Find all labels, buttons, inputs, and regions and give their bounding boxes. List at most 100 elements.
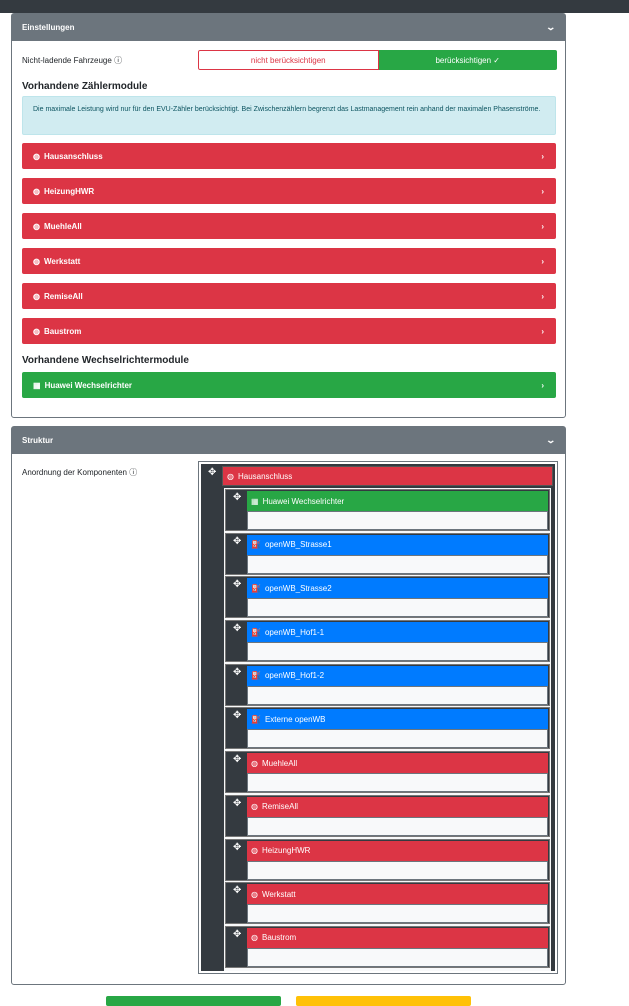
node-header[interactable]: ◍ RemiseAll xyxy=(247,796,548,817)
node-label: openWB_Strasse2 xyxy=(264,583,332,593)
non-charging-label: Nicht-ladende Fahrzeuge ⓘ xyxy=(22,55,122,66)
node-header[interactable]: ◍ MuehleAll xyxy=(247,753,548,774)
gauge-icon: ◍ xyxy=(33,291,40,301)
toggle-not-consider[interactable]: nicht berücksichtigen xyxy=(198,50,379,70)
drag-handle-icon[interactable]: ✥ xyxy=(233,928,242,940)
settings-card-header[interactable]: Einstellungen ⌄ xyxy=(12,14,565,41)
tree-node[interactable]: ✥ ◍ Werkstatt xyxy=(225,882,550,925)
module-label: Werkstatt xyxy=(43,256,81,266)
gauge-icon: ◍ xyxy=(251,933,258,943)
tree-node[interactable]: ✥ ◍ Baustrom xyxy=(225,925,550,968)
tree-node[interactable]: ✥ ⛽ openWB_Hof1-2 xyxy=(225,663,550,706)
drag-handle-icon[interactable]: ✥ xyxy=(233,754,242,766)
node-drop-zone[interactable] xyxy=(247,685,548,705)
meters-heading: Vorhandene Zählermodule xyxy=(22,81,148,92)
node-label: MuehleAll xyxy=(261,758,298,768)
label-text: Nicht-ladende Fahrzeuge xyxy=(22,56,112,65)
node-drop-zone[interactable] xyxy=(247,511,548,530)
card-title: Einstellungen xyxy=(22,23,75,32)
help-icon[interactable]: ⓘ xyxy=(129,468,138,477)
charging-station-icon: ⛽ xyxy=(251,627,261,637)
tree-node[interactable]: ✥ ⛽ openWB_Strasse2 xyxy=(225,576,550,619)
drag-handle-icon[interactable]: ✥ xyxy=(233,492,242,503)
tree-node[interactable]: ✥ ⛽ Externe openWB xyxy=(225,707,550,750)
solar-panel-icon: ▦ xyxy=(33,380,41,390)
node-header[interactable]: ⛽ openWB_Strasse2 xyxy=(247,578,548,599)
gauge-icon: ◍ xyxy=(33,221,40,231)
node-label: HeizungHWR xyxy=(261,846,311,855)
node-drop-zone[interactable] xyxy=(247,773,548,793)
meter-module[interactable]: ◍ Werkstatt › xyxy=(22,248,556,274)
tree-node[interactable]: ✥ ◍ HeizungHWR xyxy=(225,838,550,881)
node-header[interactable]: ⛽ openWB_Hof1-1 xyxy=(247,622,548,643)
chevron-down-icon[interactable]: ⌄ xyxy=(545,22,557,32)
node-drop-zone[interactable] xyxy=(247,904,548,924)
save-button[interactable] xyxy=(106,996,281,1006)
drag-handle-icon[interactable]: ✥ xyxy=(233,579,242,591)
drag-handle-icon[interactable]: ✥ xyxy=(208,467,217,478)
chevron-right-icon: › xyxy=(541,326,544,336)
module-label: Hausanschluss xyxy=(43,151,103,161)
node-header[interactable]: ◍ HeizungHWR xyxy=(247,840,548,861)
tree-node[interactable]: ✥ ▦ Huawei Wechselrichter xyxy=(225,489,550,531)
module-label: Baustrom xyxy=(43,326,82,336)
gauge-icon: ◍ xyxy=(33,186,40,196)
settings-card: Einstellungen ⌄ Nicht-ladende Fahrzeuge ⓘ… xyxy=(11,13,566,418)
chevron-down-icon[interactable]: ⌄ xyxy=(545,435,557,445)
module-label: HeizungHWR xyxy=(43,186,95,196)
drag-handle-icon[interactable]: ✥ xyxy=(233,841,242,853)
meter-module[interactable]: ◍ Hausanschluss › xyxy=(22,143,556,169)
tree-node[interactable]: ✥ ◍ RemiseAll xyxy=(225,794,550,837)
node-header[interactable]: ◍ Werkstatt xyxy=(247,884,548,905)
tree-node[interactable]: ✥ ⛽ openWB_Hof1-1 xyxy=(225,620,550,663)
tree-node[interactable]: ✥ ⛽ openWB_Strasse1 xyxy=(225,532,550,575)
drag-handle-icon[interactable]: ✥ xyxy=(233,623,242,635)
node-header[interactable]: ▦ Huawei Wechselrichter xyxy=(247,491,548,511)
non-charging-toggle[interactable]: nicht berücksichtigen berücksichtigen ✓ xyxy=(198,50,557,70)
node-header[interactable]: ⛽ openWB_Hof1-2 xyxy=(247,665,548,686)
chevron-right-icon: › xyxy=(541,151,544,161)
node-drop-zone[interactable] xyxy=(247,598,548,618)
arrangement-label: Anordnung der Komponenten ⓘ xyxy=(22,467,137,478)
node-drop-zone[interactable] xyxy=(247,947,548,967)
toggle-consider[interactable]: berücksichtigen ✓ xyxy=(378,50,557,70)
node-label: Werkstatt xyxy=(261,889,296,899)
help-icon[interactable]: ⓘ xyxy=(114,56,123,65)
gauge-icon: ◍ xyxy=(251,802,258,812)
tree-root[interactable]: ◍ Hausanschluss xyxy=(222,466,553,486)
drag-handle-icon[interactable]: ✥ xyxy=(233,666,242,678)
node-drop-zone[interactable] xyxy=(247,816,548,836)
node-header[interactable]: ◍ Baustrom xyxy=(247,927,548,948)
node-label: Huawei Wechselrichter xyxy=(262,496,345,506)
node-drop-zone[interactable] xyxy=(247,642,548,662)
drag-handle-icon[interactable]: ✥ xyxy=(233,710,242,722)
node-label: Hausanschluss xyxy=(237,471,293,481)
meter-module[interactable]: ◍ Baustrom › xyxy=(22,318,556,344)
chevron-right-icon: › xyxy=(541,221,544,231)
module-label: Huawei Wechselrichter xyxy=(44,380,133,390)
drag-handle-icon[interactable]: ✥ xyxy=(233,535,242,547)
node-drop-zone[interactable] xyxy=(247,729,548,749)
drag-handle-icon[interactable]: ✥ xyxy=(233,797,242,809)
structure-card-header[interactable]: Struktur ⌄ xyxy=(12,427,565,454)
charging-station-icon: ⛽ xyxy=(251,714,261,724)
charging-station-icon: ⛽ xyxy=(251,671,261,681)
meter-module[interactable]: ◍ MuehleAll › xyxy=(22,213,556,239)
node-header[interactable]: ⛽ Externe openWB xyxy=(247,709,548,730)
node-drop-zone[interactable] xyxy=(247,860,548,880)
card-title: Struktur xyxy=(22,436,54,445)
tree-node[interactable]: ✥ ◍ MuehleAll xyxy=(225,751,550,794)
inverter-module[interactable]: ▦ Huawei Wechselrichter › xyxy=(22,372,556,398)
drag-handle-icon[interactable]: ✥ xyxy=(233,885,242,897)
top-navbar xyxy=(0,0,629,13)
meter-module[interactable]: ◍ HeizungHWR › xyxy=(22,178,556,204)
reset-button[interactable] xyxy=(296,996,471,1006)
gauge-icon: ◍ xyxy=(227,471,234,481)
node-label: Externe openWB xyxy=(264,714,326,724)
gauge-icon: ◍ xyxy=(251,846,258,855)
solar-panel-icon: ▦ xyxy=(251,496,259,506)
node-header[interactable]: ⛽ openWB_Strasse1 xyxy=(247,534,548,555)
meter-module[interactable]: ◍ RemiseAll › xyxy=(22,283,556,309)
node-drop-zone[interactable] xyxy=(247,554,548,574)
inverters-heading: Vorhandene Wechselrichtermodule xyxy=(22,355,189,366)
